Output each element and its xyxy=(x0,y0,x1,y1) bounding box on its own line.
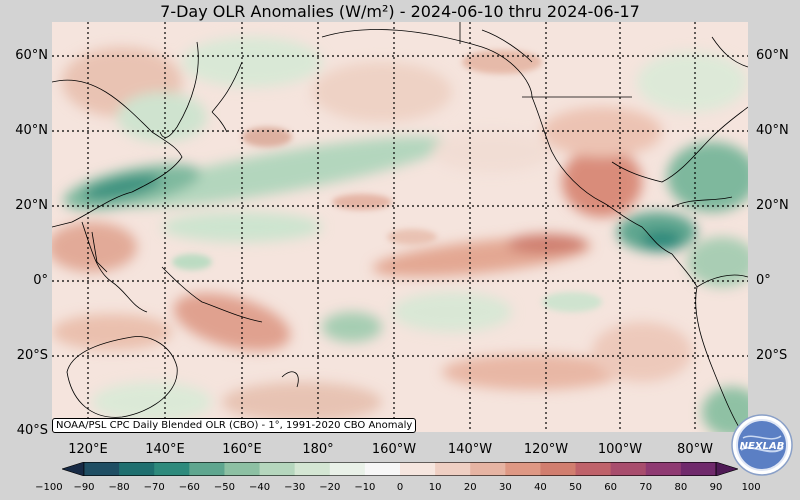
colorbar-tick-label: −90 xyxy=(73,482,95,493)
data-credit: NOAA/PSL CPC Daily Blended OLR (CBO) - 1… xyxy=(52,418,417,433)
colorbar-cell xyxy=(540,462,577,476)
colorbar-cell xyxy=(364,462,401,476)
colorbar-tick-label: 50 xyxy=(569,482,582,493)
colorbar-cell xyxy=(435,462,471,476)
credit-text: NOAA/PSL CPC Daily Blended OLR (CBO) - 1… xyxy=(56,420,413,431)
lon-label: 100°W xyxy=(597,442,643,457)
map-field xyxy=(52,22,748,432)
colorbar-tick-label: −70 xyxy=(143,482,165,493)
lon-label: 120°W xyxy=(523,442,569,457)
colorbar-tick-label: 30 xyxy=(498,482,512,493)
lat-label: 40°N xyxy=(15,123,48,138)
colorbar-cells xyxy=(62,462,738,476)
colorbar-cell xyxy=(224,462,261,476)
lat-label: 20°S xyxy=(16,348,48,363)
colorbar-cell xyxy=(400,462,436,476)
colorbar xyxy=(62,462,738,476)
title-text: 7-Day OLR Anomalies (W/m²) - 2024-06-10 … xyxy=(160,2,640,21)
colorbar-tick-label: −60 xyxy=(178,482,200,493)
colorbar-tick-label: −40 xyxy=(248,482,271,493)
colorbar-tick-label: −50 xyxy=(213,482,235,493)
lon-label: 160°W xyxy=(371,442,417,457)
lon-label: 160°E xyxy=(222,442,262,457)
lon-label: 140°W xyxy=(447,442,493,457)
lat-label: 0° xyxy=(756,273,771,288)
anomaly-patches xyxy=(52,37,748,432)
colorbar-cell xyxy=(84,462,120,476)
lat-label: 40°N xyxy=(756,123,789,138)
map-title: 7-Day OLR Anomalies (W/m²) - 2024-06-10 … xyxy=(0,2,800,21)
lat-label: 60°N xyxy=(15,48,48,63)
colorbar-tick-label: 20 xyxy=(463,482,477,493)
lat-label: 20°N xyxy=(15,198,48,213)
colorbar-cell xyxy=(329,462,366,476)
olr-anomaly-map xyxy=(52,22,748,432)
coastlines xyxy=(52,22,748,432)
colorbar-cell xyxy=(610,462,647,476)
colorbar-tick-label: −100 xyxy=(35,482,63,493)
lon-label: 180° xyxy=(302,442,334,457)
nexlab-logo: NEXLAB xyxy=(731,414,793,476)
colorbar-tick-label: −20 xyxy=(319,482,341,493)
lon-label: 80°W xyxy=(677,442,713,457)
colorbar-cell xyxy=(680,462,717,476)
colorbar-tick-label: 90 xyxy=(709,482,723,493)
colorbar-tick-label: 70 xyxy=(639,482,653,493)
colorbar-cell xyxy=(119,462,155,476)
colorbar-frame xyxy=(83,462,717,476)
lon-label: 140°E xyxy=(145,442,185,457)
colorbar-tick-label: −80 xyxy=(108,482,130,493)
colorbar-cell xyxy=(259,462,296,476)
lat-label: 40°S xyxy=(16,423,48,438)
colorbar-low-extend xyxy=(62,462,85,476)
colorbar-tick-label: 10 xyxy=(428,482,442,493)
graticule xyxy=(52,22,748,432)
colorbar-tick-label: 0 xyxy=(396,482,404,493)
colorbar-cell xyxy=(154,462,190,476)
colorbar-cell xyxy=(470,462,506,476)
colorbar-cell xyxy=(645,462,682,476)
colorbar-cell xyxy=(505,462,541,476)
colorbar-tick-label: 40 xyxy=(534,482,547,493)
colorbar-cell xyxy=(575,462,612,476)
colorbar-tick-label: 60 xyxy=(604,482,618,493)
colorbar-cell xyxy=(294,462,331,476)
colorbar-tick-label: −10 xyxy=(354,482,376,493)
colorbar-tick-label: 80 xyxy=(674,482,688,493)
lat-label: 60°N xyxy=(756,48,789,63)
lat-label: 20°S xyxy=(756,348,788,363)
colorbar-tick-label: 100 xyxy=(741,482,761,493)
lat-label: 20°N xyxy=(756,198,789,213)
lon-label: 120°E xyxy=(68,442,108,457)
lat-label: 0° xyxy=(33,273,48,288)
logo-text: NEXLAB xyxy=(740,441,785,452)
colorbar-tick-label: −30 xyxy=(284,482,306,493)
colorbar-cell xyxy=(189,462,225,476)
